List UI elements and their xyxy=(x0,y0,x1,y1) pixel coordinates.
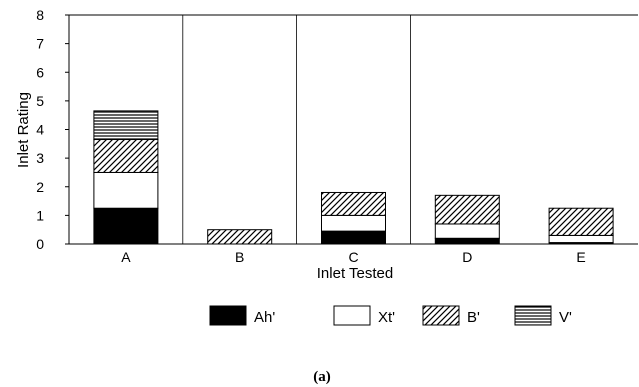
y-tick-label: 6 xyxy=(36,64,44,80)
bar-segment xyxy=(93,110,159,141)
y-axis-title: Inlet Rating xyxy=(15,92,32,168)
legend: Ah' Xt' B' V' xyxy=(209,305,572,326)
x-tick-label: A xyxy=(121,249,131,265)
y-tick-label: 0 xyxy=(36,236,44,252)
y-tick-label: 7 xyxy=(36,36,44,52)
legend-label: Ah' xyxy=(254,309,275,326)
bar-segment xyxy=(434,194,500,225)
x-tick-label: B xyxy=(235,249,244,265)
bar-segment xyxy=(93,139,159,173)
bar-segment xyxy=(207,229,273,245)
bar-segment xyxy=(321,214,386,232)
bar-segment xyxy=(548,234,614,244)
y-tick-label: 8 xyxy=(36,7,44,23)
legend-label: V' xyxy=(559,309,572,326)
legend-swatch xyxy=(209,305,247,326)
legend-swatch xyxy=(514,305,552,326)
x-axis-title: Inlet Tested xyxy=(317,265,393,282)
bar-segment xyxy=(93,207,159,245)
bars xyxy=(93,110,614,245)
y-tick-label: 2 xyxy=(36,179,44,195)
y-tick-label: 1 xyxy=(36,207,44,223)
x-tick-label: C xyxy=(348,249,358,265)
bar-segment xyxy=(321,230,386,245)
legend-swatch xyxy=(333,305,371,326)
x-axis: A B C D E xyxy=(121,249,586,265)
bar-segment xyxy=(93,171,159,209)
figure-caption: (a) xyxy=(313,369,331,385)
y-tick-label: 4 xyxy=(36,122,44,138)
legend-swatch xyxy=(422,305,460,326)
bar-segment xyxy=(321,191,386,216)
y-tick-label: 3 xyxy=(36,150,44,166)
legend-label: Xt' xyxy=(378,309,395,326)
x-tick-label: D xyxy=(462,249,472,265)
y-tick-label: 5 xyxy=(36,93,44,109)
plot-area xyxy=(68,14,638,245)
bar-segment xyxy=(434,237,500,245)
bar-segment xyxy=(548,207,614,236)
legend-label: B' xyxy=(467,309,480,326)
bar-segment xyxy=(434,223,500,239)
y-axis: 0 1 2 3 4 5 6 7 8 xyxy=(36,7,69,252)
x-tick-label: E xyxy=(576,249,585,265)
